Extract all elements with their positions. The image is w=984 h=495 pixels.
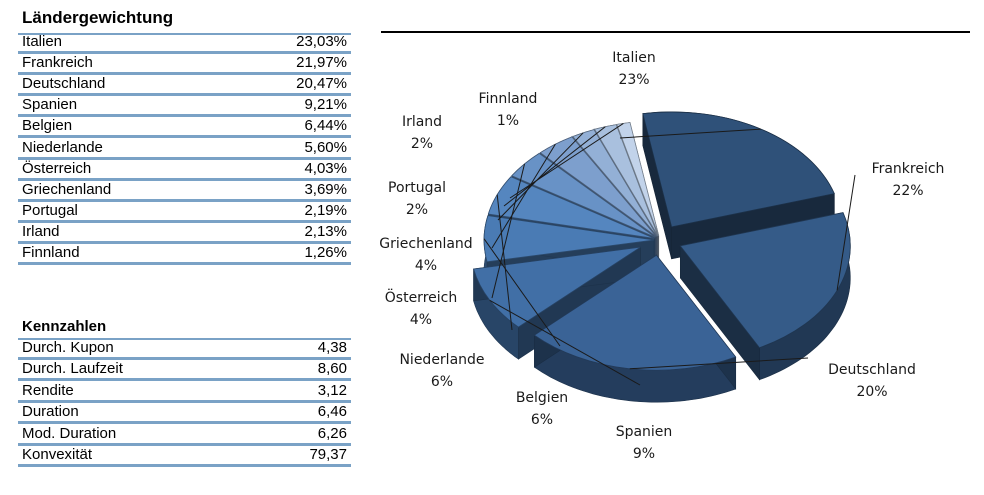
- metric-label: Konvexität: [22, 446, 93, 463]
- pie-label-percent: 22%: [892, 183, 923, 199]
- pie-label-percent: 2%: [406, 202, 428, 218]
- metric-value: 4,38: [317, 338, 347, 356]
- table-row: Duration 6,46: [18, 403, 351, 424]
- metric-label: Mod. Duration: [22, 424, 117, 442]
- country-value: 4,03%: [304, 159, 347, 177]
- country-label: Portugal: [22, 201, 78, 219]
- table-row: Konvexität 79,37: [18, 446, 351, 467]
- pie-slice-österreich: [511, 152, 656, 238]
- country-value: 23,03%: [296, 33, 347, 51]
- metric-label: Durch. Laufzeit: [22, 360, 123, 377]
- pie-label-name: Spanien: [616, 424, 673, 440]
- country-value: 1,26%: [304, 244, 347, 262]
- country-value: 3,69%: [304, 180, 347, 198]
- pie-label-name: Finnland: [479, 91, 538, 107]
- country-label: Irland: [22, 222, 60, 240]
- country-pie-chart: Italien 23% Frankreich 22% Deutschland 20% Spa…: [379, 50, 945, 462]
- country-value: 9,21%: [304, 96, 347, 114]
- table-row: Finnland 1,26%: [18, 244, 351, 266]
- pie-label-name: Frankreich: [872, 161, 945, 177]
- country-label: Spanien: [22, 96, 78, 114]
- pie-label-percent: 6%: [431, 374, 453, 390]
- table-row: Belgien 6,44%: [18, 117, 351, 139]
- pie-label-percent: 4%: [415, 258, 437, 274]
- pie-label-name: Italien: [612, 50, 655, 66]
- country-label: Griechenland: [22, 180, 112, 198]
- table-row: Rendite 3,12: [18, 381, 351, 403]
- pie-label-name: Österreich: [385, 288, 457, 306]
- pie-label-percent: 4%: [410, 312, 432, 328]
- leader-line-irland: [503, 126, 606, 207]
- pie-label-percent: 9%: [633, 446, 655, 462]
- leader-line-portugal: [497, 132, 584, 221]
- table-row: Spanien 9,21%: [18, 96, 351, 118]
- country-label: Italien: [22, 33, 63, 51]
- leader-line-griechenland: [491, 143, 556, 249]
- laendergewichtung-table: Italien 23,03% Frankreich 21,97% Deutschland…: [18, 33, 351, 266]
- metric-value: 3,12: [317, 381, 347, 399]
- kennzahlen-table: Durch. Kupon 4,38 Durch. Laufzeit 8,60 Rendi…: [18, 338, 351, 467]
- leader-line-österreich: [491, 163, 525, 299]
- country-label: Frankreich: [22, 54, 93, 72]
- leader-line-niederlande: [496, 194, 513, 331]
- table-row: Frankreich 21,97%: [18, 54, 351, 76]
- pie-label-name: Irland: [402, 114, 442, 130]
- country-label: Österreich: [22, 159, 92, 177]
- leader-line-spanien: [489, 299, 641, 386]
- pie-label-percent: 2%: [411, 136, 433, 152]
- pie-label-name: Belgien: [516, 390, 568, 406]
- country-value: 5,60%: [304, 138, 347, 156]
- chart-top-rule: [381, 31, 970, 33]
- table-row: Deutschland 20,47%: [18, 75, 351, 97]
- country-label: Deutschland: [22, 75, 106, 93]
- country-value: 21,97%: [296, 54, 347, 72]
- table-row: Griechenland 3,69%: [18, 181, 351, 202]
- pie-label-percent: 20%: [856, 384, 887, 400]
- country-value: 2,19%: [304, 201, 347, 219]
- table-row: Niederlande 5,60%: [18, 138, 351, 160]
- pie-label-name: Niederlande: [399, 352, 484, 368]
- table-row: Mod. Duration 6,26: [18, 424, 351, 446]
- pie-label-percent: 6%: [531, 412, 553, 428]
- country-value: 20,47%: [296, 75, 347, 93]
- table-row: Irland 2,13%: [18, 223, 351, 244]
- metric-value: 8,60: [317, 360, 347, 377]
- leader-line-frankreich: [836, 174, 856, 291]
- table-row: Durch. Laufzeit 8,60: [18, 360, 351, 381]
- pie-label-name: Deutschland: [828, 362, 916, 378]
- pie-label-percent: 1%: [497, 113, 519, 129]
- laendergewichtung-title: Ländergewichtung: [22, 8, 174, 27]
- pie-label-name: Griechenland: [379, 236, 472, 252]
- country-value: 6,44%: [304, 117, 347, 135]
- table-row: Italien 23,03%: [18, 33, 351, 55]
- pie-label-name: Portugal: [388, 180, 446, 196]
- country-label: Niederlande: [22, 138, 103, 156]
- metric-value: 79,37: [309, 446, 347, 463]
- metric-label: Rendite: [22, 381, 74, 399]
- country-label: Belgien: [22, 117, 73, 135]
- metric-value: 6,26: [317, 424, 347, 442]
- leader-line-deutschland: [629, 357, 809, 370]
- leader-line-belgien: [483, 238, 561, 347]
- pie-label-percent: 23%: [618, 72, 649, 88]
- leader-line-finnland: [509, 122, 624, 199]
- kennzahlen-title: Kennzahlen: [22, 318, 107, 335]
- metric-label: Durch. Kupon: [22, 338, 114, 356]
- country-label: Finnland: [22, 244, 80, 262]
- table-row: Durch. Kupon 4,38: [18, 338, 351, 360]
- country-value: 2,13%: [304, 222, 347, 240]
- table-row: Portugal 2,19%: [18, 202, 351, 223]
- leader-line-italien: [619, 128, 761, 139]
- table-row: Österreich 4,03%: [18, 160, 351, 181]
- metric-label: Duration: [22, 403, 79, 420]
- metric-value: 6,46: [317, 403, 347, 420]
